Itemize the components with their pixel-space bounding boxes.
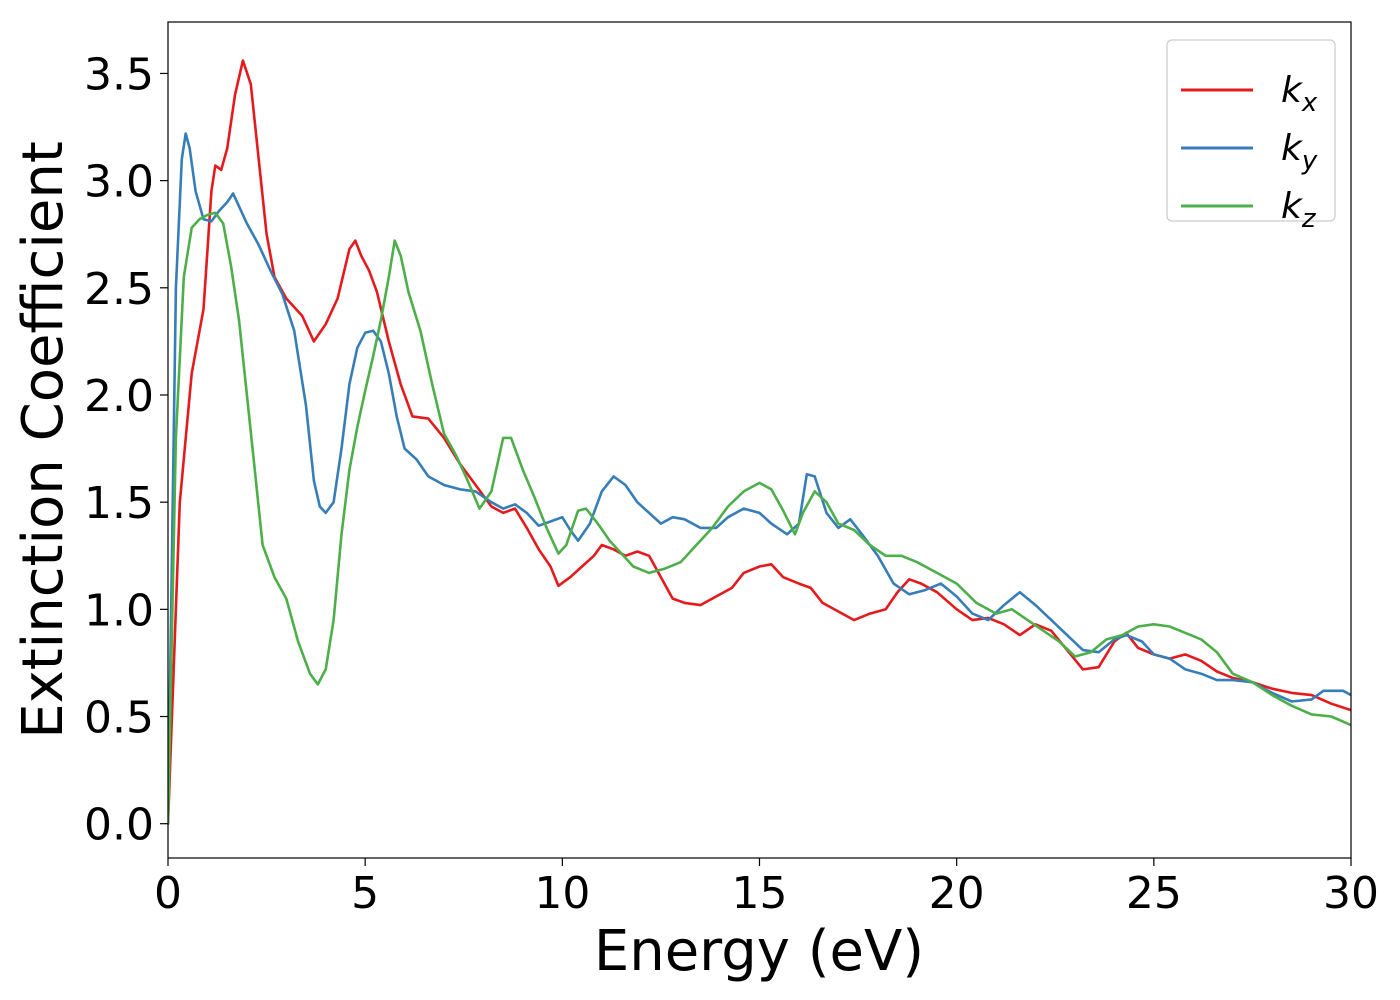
- legend: kx ky kz: [1166, 39, 1336, 234]
- legend-label-ky: ky: [1281, 128, 1318, 176]
- legend-label-kx: kx: [1281, 70, 1318, 118]
- x-tick-label: 0: [154, 868, 182, 919]
- series-line-ky: [168, 132, 1351, 825]
- y-tick-label: 0.5: [84, 693, 154, 744]
- y-tick-label: 3.5: [84, 49, 154, 100]
- y-tick-label: 2.5: [84, 264, 154, 315]
- y-axis: 0.0 0.5 1.0 1.5 2.0 2.5 3.0 3.5: [84, 49, 168, 851]
- x-tick-label: 10: [534, 868, 590, 919]
- series-layer: [168, 59, 1351, 825]
- x-axis: 0 5 10 15 20 25 30: [154, 858, 1379, 919]
- y-tick-label: 1.0: [84, 585, 154, 636]
- y-axis-title: Extinction Coefficient: [11, 141, 76, 739]
- x-tick-label: 20: [929, 868, 985, 919]
- series-line-kx: [168, 59, 1351, 825]
- x-tick-label: 5: [351, 868, 379, 919]
- legend-box: [1166, 39, 1336, 222]
- legend-label-kz: kz: [1281, 186, 1317, 234]
- x-tick-label: 25: [1126, 868, 1182, 919]
- x-axis-title: Energy (eV): [594, 919, 924, 984]
- y-tick-label: 0.0: [84, 800, 154, 851]
- series-line-kz: [168, 211, 1351, 825]
- y-tick-label: 3.0: [84, 157, 154, 208]
- y-tick-label: 1.5: [84, 478, 154, 529]
- x-tick-label: 15: [732, 868, 788, 919]
- y-tick-label: 2.0: [84, 371, 154, 422]
- x-tick-label: 30: [1323, 868, 1379, 919]
